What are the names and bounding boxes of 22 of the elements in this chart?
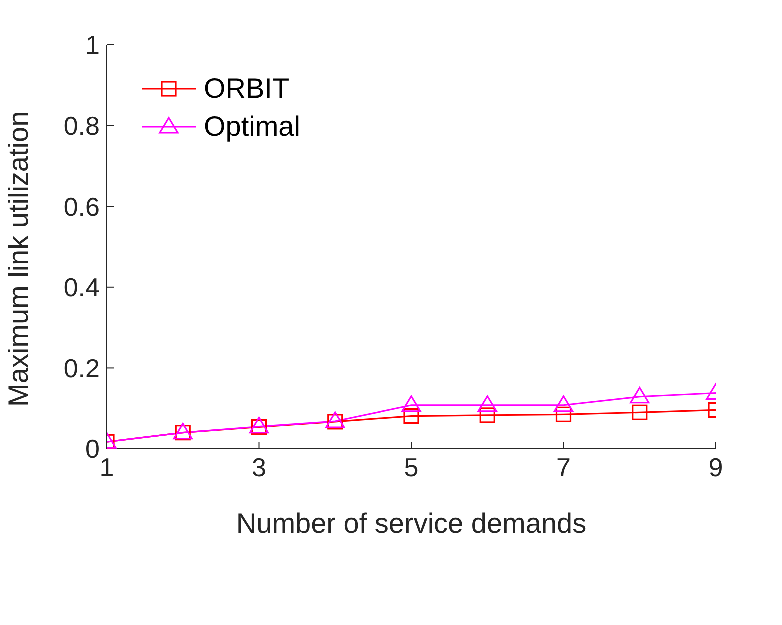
y-axis-title: Maximum link utilization [2, 111, 34, 407]
x-tick-label: 5 [404, 452, 419, 482]
x-tick-label: 7 [556, 452, 571, 482]
legend-label: ORBIT [204, 73, 290, 105]
point [402, 396, 422, 412]
y-tick-label: 0.6 [64, 192, 100, 222]
x-tick-label: 3 [252, 452, 266, 482]
y-tick-label: 0.8 [64, 111, 100, 142]
point [630, 387, 650, 404]
point [632, 404, 648, 420]
y-tick-label: 0.4 [64, 272, 100, 303]
x-axis-title: Number of service demands [236, 508, 587, 539]
point [480, 408, 496, 424]
x-tick-label: 9 [708, 452, 724, 482]
legend-label: Optimal [204, 111, 300, 143]
point [556, 406, 572, 422]
y-tick-label: 0.2 [64, 353, 100, 384]
y-tick-label: 0 [86, 434, 100, 464]
point [478, 396, 498, 412]
y-tick-label: 1 [86, 30, 100, 60]
point [404, 408, 420, 424]
point [554, 396, 574, 412]
